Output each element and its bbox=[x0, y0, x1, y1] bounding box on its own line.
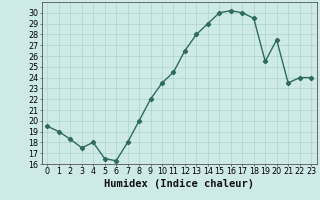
X-axis label: Humidex (Indice chaleur): Humidex (Indice chaleur) bbox=[104, 179, 254, 189]
